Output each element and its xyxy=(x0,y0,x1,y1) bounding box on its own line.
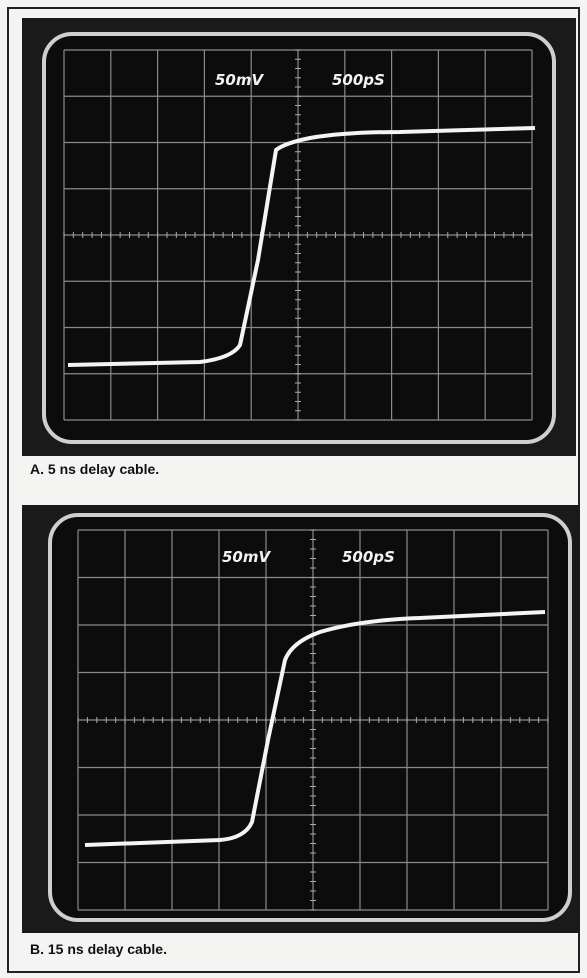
time-scale: 500pS xyxy=(332,71,385,89)
document: 50mV 500pS A. 5 ns delay cable. 50mV 500… xyxy=(0,0,587,978)
caption: B. 15 ns delay cable. xyxy=(30,941,167,957)
caption: A. 5 ns delay cable. xyxy=(30,461,159,477)
time-scale: 500pS xyxy=(342,548,395,566)
page: 50mV 500pS A. 5 ns delay cable. 50mV 500… xyxy=(0,0,587,978)
vertical-scale: 50mV xyxy=(215,71,265,89)
vertical-scale: 50mV xyxy=(222,548,272,566)
